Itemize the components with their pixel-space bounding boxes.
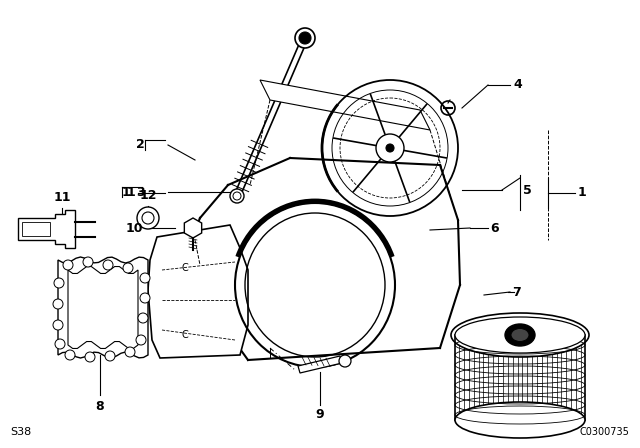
Circle shape [83,257,93,267]
Circle shape [137,207,159,229]
Ellipse shape [455,402,585,438]
Text: 12: 12 [140,189,157,202]
Circle shape [299,32,311,44]
Text: S38: S38 [10,427,31,437]
Text: 6: 6 [490,221,499,234]
Circle shape [55,339,65,349]
Circle shape [142,212,154,224]
Text: 1: 1 [121,186,130,199]
Text: 7: 7 [512,285,521,298]
Circle shape [65,350,75,360]
Text: 1: 1 [127,185,136,198]
Text: 10: 10 [125,221,143,234]
Circle shape [123,263,133,273]
Circle shape [125,347,135,357]
Polygon shape [184,218,202,238]
Ellipse shape [451,313,589,357]
Text: 11: 11 [53,191,71,204]
Circle shape [53,320,63,330]
Bar [22,222,50,236]
Circle shape [230,189,244,203]
Circle shape [63,260,73,270]
Text: C: C [182,330,188,340]
Ellipse shape [511,328,529,341]
Text: 2: 2 [136,138,145,151]
Ellipse shape [455,317,585,353]
Circle shape [54,278,64,288]
Circle shape [376,134,404,162]
Circle shape [339,355,351,367]
Circle shape [103,260,113,270]
Polygon shape [298,356,342,373]
Text: 1: 1 [578,186,587,199]
Text: 9: 9 [316,408,324,421]
Circle shape [85,352,95,362]
Text: C: C [182,263,188,273]
Polygon shape [148,225,248,358]
Text: 3: 3 [136,185,145,198]
Circle shape [386,144,394,152]
Text: 8: 8 [96,400,104,413]
Polygon shape [18,210,75,248]
Circle shape [138,313,148,323]
Circle shape [53,299,63,309]
Circle shape [105,351,115,361]
Text: 4: 4 [513,78,522,91]
Circle shape [295,28,315,48]
Circle shape [140,293,150,303]
Circle shape [136,335,146,345]
Text: 5: 5 [523,184,532,197]
Ellipse shape [505,324,535,346]
Polygon shape [58,257,148,358]
Polygon shape [260,80,430,130]
Circle shape [140,273,150,283]
Text: C0300735: C0300735 [580,427,630,437]
